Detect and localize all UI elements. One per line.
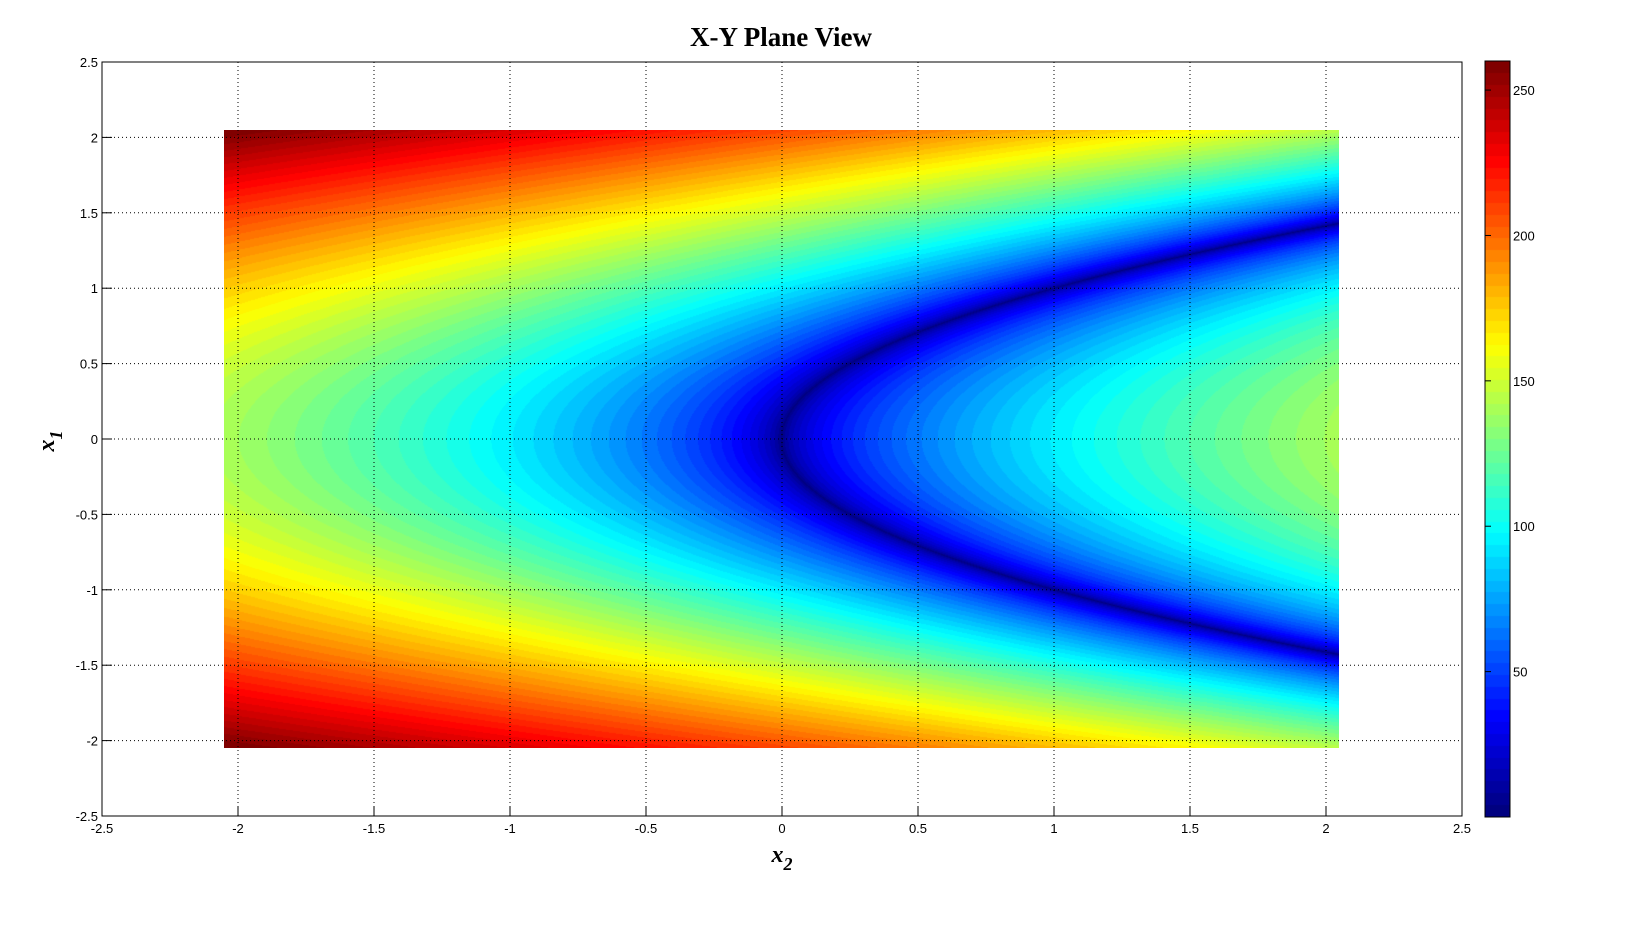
ticks: -2.5 -2 -1.5 -1 -0.5 0 0.5 1 1.5 2 2.5 -2.5 -2 -1.5 -1… [76, 55, 1471, 836]
x-tick-label: -2.5 [91, 821, 113, 836]
y-tick-label: 0 [91, 432, 98, 447]
x-tick-label: -0.5 [635, 821, 657, 836]
y-tick-label: -1 [86, 583, 98, 598]
x-tick-label: 2 [1322, 821, 1329, 836]
y-tick-label: -0.5 [76, 507, 98, 522]
grid [102, 62, 1462, 816]
colorbar-ticks: 50 100 150 200 250 [1485, 83, 1535, 680]
x-tick-label: 0.5 [909, 821, 927, 836]
colorbar-tick-label: 250 [1513, 83, 1535, 98]
x-tick-label: 2.5 [1453, 821, 1471, 836]
colorbar-tick-label: 200 [1513, 228, 1535, 243]
x-tick-label: -1.5 [363, 821, 385, 836]
y-tick-label: 1.5 [80, 206, 98, 221]
x-axis-label: x2 [771, 842, 793, 874]
y-axis-label: x1 [34, 431, 66, 453]
x-tick-label: -1 [504, 821, 516, 836]
y-tick-label: -1.5 [76, 658, 98, 673]
y-tick-label: -2.5 [76, 809, 98, 824]
y-tick-label: 1 [91, 281, 98, 296]
colorbar-tick-label: 150 [1513, 374, 1535, 389]
axes-box [101, 61, 1463, 817]
y-tick-label: 2.5 [80, 55, 98, 70]
colorbar-box [1484, 60, 1511, 818]
x-tick-label: 0 [778, 821, 785, 836]
x-tick-label: 1.5 [1181, 821, 1199, 836]
chart-title: X-Y Plane View [690, 22, 872, 52]
colorbar-tick-label: 100 [1513, 519, 1535, 534]
x-tick-label: -2 [232, 821, 244, 836]
colorbar-tick-label: 50 [1513, 665, 1527, 680]
colorbar-gradient [1485, 61, 1510, 817]
y-tick-label: 2 [91, 130, 98, 145]
x-tick-label: 1 [1050, 821, 1057, 836]
y-tick-label: 0.5 [80, 357, 98, 372]
y-tick-label: -2 [86, 734, 98, 749]
